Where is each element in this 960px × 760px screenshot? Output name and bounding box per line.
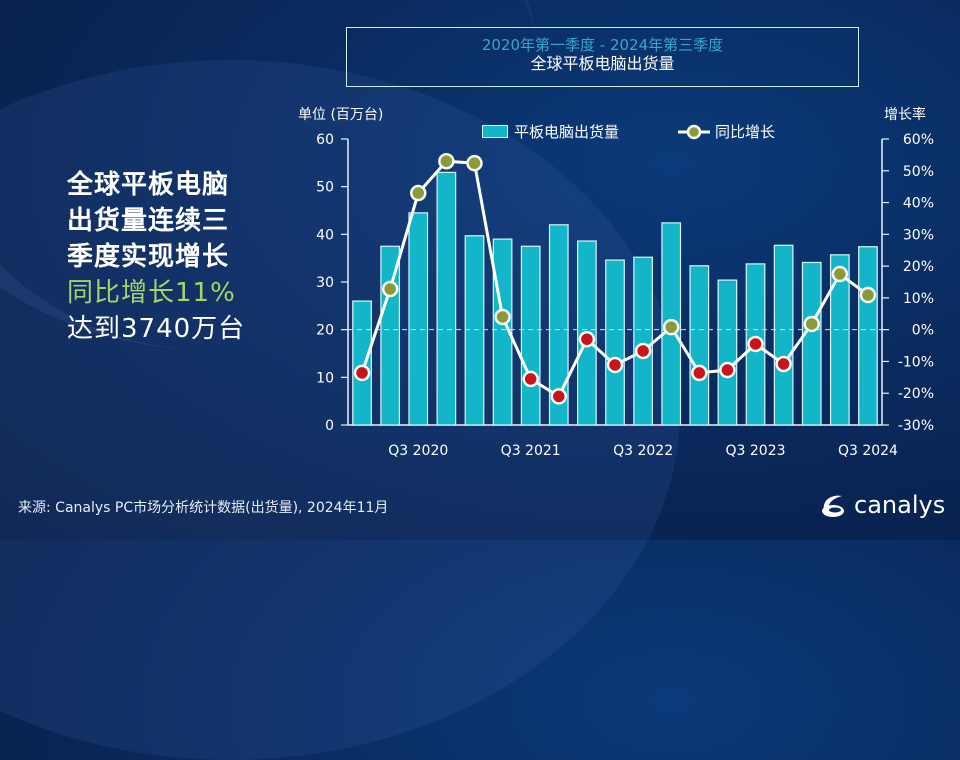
shipment-bar bbox=[717, 279, 738, 426]
right-tick-label: 30% bbox=[903, 227, 934, 243]
legend-label-growth: 同比增长 bbox=[715, 123, 776, 141]
canalys-logo: canalys bbox=[818, 490, 945, 520]
growth-point bbox=[803, 315, 820, 333]
legend-label-shipments: 平板电脑出货量 bbox=[514, 123, 620, 141]
growth-point bbox=[691, 364, 708, 382]
chart-title-box: 2020年第一季度 - 2024年第三季度 全球平板电脑出货量 bbox=[346, 27, 859, 87]
shipment-bar bbox=[829, 254, 850, 426]
chart-subtitle: 2020年第一季度 - 2024年第三季度 bbox=[481, 36, 724, 54]
right-tick-label: 40% bbox=[903, 196, 934, 212]
right-axis-title: 增长率 bbox=[884, 107, 926, 123]
growth-point bbox=[747, 335, 764, 353]
shipment-bar bbox=[858, 246, 878, 426]
right-tick-label: 0% bbox=[912, 323, 934, 339]
canalys-logo-icon bbox=[822, 495, 844, 517]
headline-line-2: 出货量连续三 bbox=[67, 206, 230, 236]
shipment-bar bbox=[773, 244, 794, 426]
right-tick-label: 60% bbox=[903, 132, 934, 148]
shipment-bar bbox=[801, 261, 822, 426]
right-tick-label: 50% bbox=[903, 164, 934, 180]
shipment-bar bbox=[745, 263, 766, 426]
headline-volume: 达到3740万台 bbox=[67, 314, 246, 344]
chart-legend: 平板电脑出货量 同比增长 bbox=[482, 121, 833, 142]
right-tick-label: 20% bbox=[903, 259, 934, 275]
right-tick-label: -20% bbox=[898, 386, 934, 402]
growth-point bbox=[719, 361, 736, 379]
x-tick-label: Q3 2023 bbox=[726, 443, 786, 459]
growth-point bbox=[859, 286, 877, 304]
headline-line-1: 全球平板电脑 bbox=[67, 170, 230, 200]
headline: 全球平板电脑 出货量连续三 季度实现增长 同比增长11% 达到3740万台 bbox=[67, 167, 245, 347]
legend-item-growth: 同比增长 bbox=[677, 121, 775, 142]
left-axis-title: 单位 (百万台) bbox=[298, 107, 384, 123]
x-tick-label: Q3 2024 bbox=[838, 443, 898, 459]
chart-title: 全球平板电脑出货量 bbox=[530, 54, 675, 73]
headline-growth: 同比增长11% bbox=[67, 278, 236, 308]
canalys-logo-text: canalys bbox=[854, 491, 946, 519]
growth-point bbox=[831, 265, 849, 283]
growth-point bbox=[775, 355, 792, 373]
source-note: 来源: Canalys PC市场分析统计数据(出货量), 2024年11月 bbox=[18, 500, 389, 516]
bar-swatch-icon bbox=[482, 125, 508, 138]
shipment-bar bbox=[689, 265, 710, 426]
right-tick-label: -10% bbox=[898, 354, 934, 370]
line-marker-icon bbox=[678, 124, 711, 139]
right-tick-label: 10% bbox=[903, 291, 934, 307]
right-tick-label: -30% bbox=[898, 418, 934, 434]
legend-item-shipments: 平板电脑出货量 bbox=[482, 121, 619, 142]
headline-line-3: 季度实现增长 bbox=[67, 242, 230, 272]
